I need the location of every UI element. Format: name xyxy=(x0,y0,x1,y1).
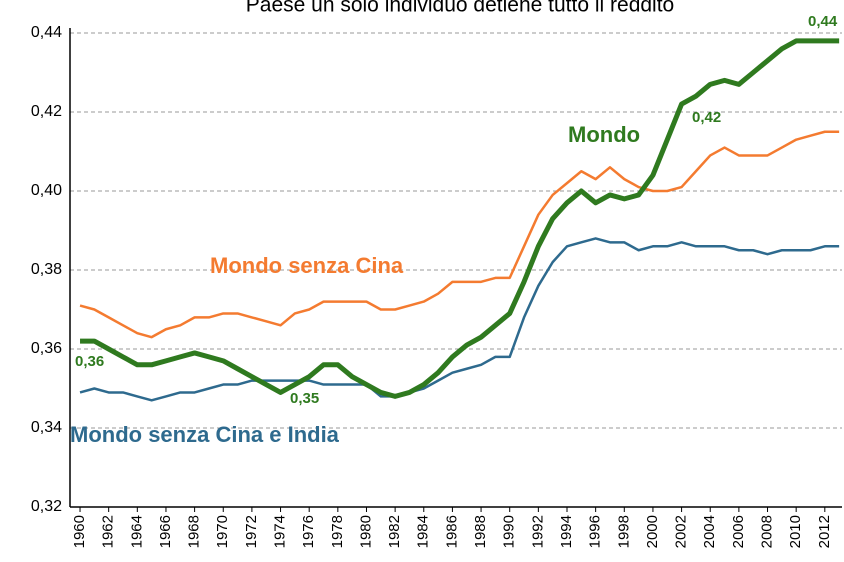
y-tick-label: 0,34 xyxy=(31,419,62,436)
y-tick-label: 0,36 xyxy=(31,340,62,357)
x-tick-label: 1966 xyxy=(157,515,174,548)
x-tick-label: 2004 xyxy=(701,515,718,548)
line-series xyxy=(79,130,840,339)
x-tick-label: 1998 xyxy=(615,515,632,548)
x-tick-label: 1968 xyxy=(186,515,203,548)
x-tick-label: 1970 xyxy=(214,515,231,548)
x-tick-label: 1982 xyxy=(386,515,403,548)
line-series xyxy=(80,38,840,399)
y-tick-label: 0,44 xyxy=(31,24,62,41)
annotation: 0,44 xyxy=(808,13,838,30)
x-tick-label: 1986 xyxy=(443,515,460,548)
x-tick-label: 1976 xyxy=(300,515,317,548)
x-tick-label: 1974 xyxy=(272,515,289,548)
x-tick-label: 1980 xyxy=(357,515,374,548)
y-tick-label: 0,32 xyxy=(31,498,62,515)
x-tick-label: 1992 xyxy=(529,515,546,548)
series-label: Mondo senza Cina e India xyxy=(70,422,340,447)
x-tick-label: 1972 xyxy=(243,515,260,548)
y-tick-label: 0,38 xyxy=(31,261,62,278)
y-tick-label: 0,42 xyxy=(31,103,62,120)
x-tick-label: 2000 xyxy=(644,515,661,548)
y-tick-label: 0,40 xyxy=(31,182,62,199)
x-tick-label: 1996 xyxy=(587,515,604,548)
annotation: 0,36 xyxy=(75,353,104,370)
x-tick-label: 1962 xyxy=(100,515,117,548)
series-label: Mondo xyxy=(568,122,640,147)
chart-title: Paese un solo individuo detiene tutto il… xyxy=(246,0,674,17)
x-tick-label: 1978 xyxy=(329,515,346,548)
x-tick-label: 2008 xyxy=(758,515,775,548)
x-tick-label: 1984 xyxy=(415,515,432,548)
x-tick-label: 2002 xyxy=(673,515,690,548)
x-tick-label: 1990 xyxy=(501,515,518,548)
x-tick-label: 1994 xyxy=(558,515,575,548)
x-tick-label: 1964 xyxy=(128,515,145,548)
series-label: Mondo senza Cina xyxy=(210,253,404,278)
x-tick-label: 2012 xyxy=(816,515,833,548)
annotation: 0,35 xyxy=(290,390,319,407)
x-tick-label: 1960 xyxy=(71,515,88,548)
x-tick-label: 1988 xyxy=(472,515,489,548)
x-tick-label: 2010 xyxy=(787,515,804,548)
annotation: 0,42 xyxy=(692,109,721,126)
line-series xyxy=(79,237,840,402)
x-tick-label: 2006 xyxy=(730,515,747,548)
